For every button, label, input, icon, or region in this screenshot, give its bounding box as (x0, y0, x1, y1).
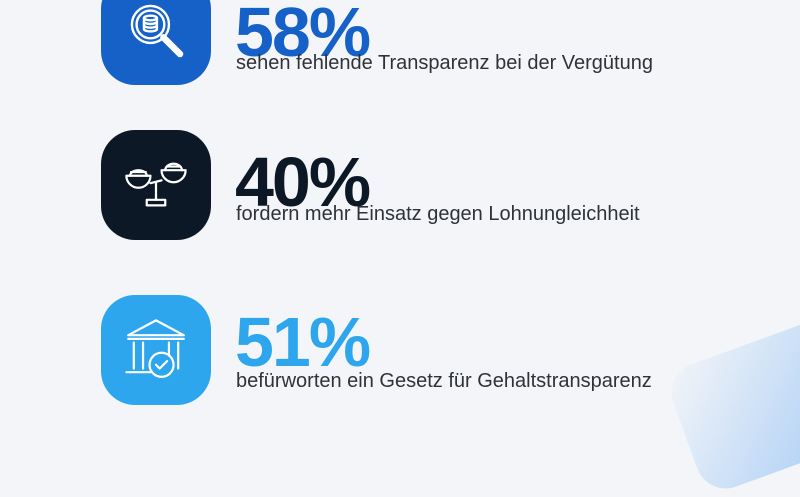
stat-label: fordern mehr Einsatz gegen Lohnungleichh… (236, 203, 640, 225)
stat-value: 58% (235, 0, 371, 71)
stat-icon-tile (101, 130, 211, 240)
stat-transparency: 58% sehen fehlende Transparenz bei der V… (0, 0, 800, 95)
stat-icon-tile (101, 0, 211, 85)
stat-icon-tile (101, 295, 211, 405)
stat-value: 51% (235, 303, 371, 381)
stat-label: befürworten ein Gesetz für Gehaltstransp… (236, 370, 652, 392)
stat-transparency-law: 51% befürworten ein Gesetz für Gehaltstr… (0, 295, 800, 415)
balance-scale-icon (125, 162, 187, 207)
building-checkmark-icon (125, 319, 185, 378)
stat-value: 40% (235, 143, 371, 221)
magnifier-coins-icon (130, 4, 184, 58)
stat-label: sehen fehlende Transparenz bei der Vergü… (236, 52, 653, 74)
stat-pay-gap: 40% fordern mehr Einsatz gegen Lohnungle… (0, 130, 800, 250)
